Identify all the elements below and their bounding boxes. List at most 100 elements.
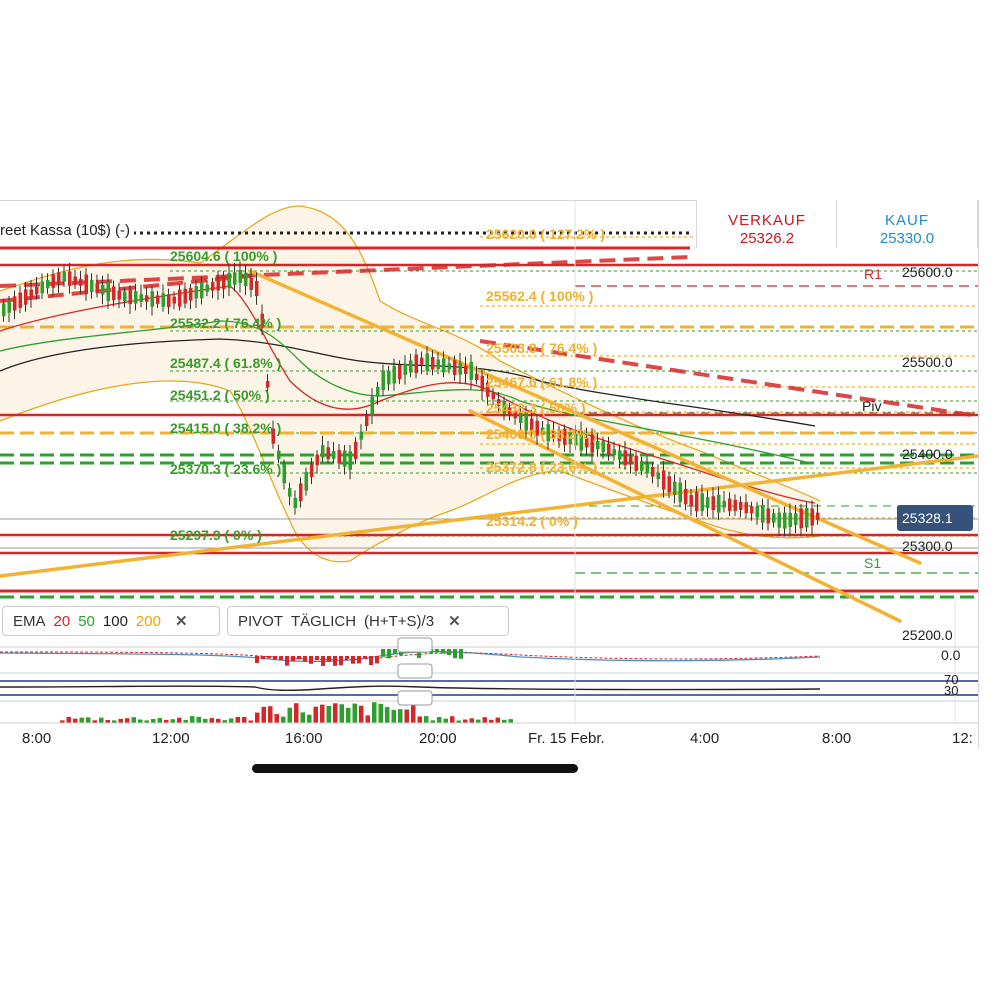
price-tick: 25600.0 (902, 264, 953, 280)
candle-body (733, 499, 737, 511)
candle-body (645, 464, 649, 474)
time-tick: 12: (952, 730, 973, 747)
volume-bar (372, 702, 377, 723)
sell-price: 25326.2 (739, 230, 795, 247)
time-tick: 16:00 (285, 730, 323, 747)
pivot-piv-label: Piv (862, 398, 882, 414)
volume-bar (404, 709, 409, 723)
volume-bar (73, 718, 78, 723)
candle-body (816, 512, 820, 520)
pivot-lines (575, 285, 978, 574)
candle-body (684, 488, 688, 505)
candle-body (343, 450, 347, 467)
buy-button[interactable]: KAUF 25330.0 (836, 200, 978, 248)
volume-bars (60, 702, 513, 723)
candle-body (574, 433, 578, 446)
candle-body (662, 470, 666, 490)
macd-histogram-bar (453, 649, 457, 659)
volume-bar (209, 718, 214, 723)
candle-body (546, 424, 550, 442)
candle-body (2, 303, 6, 317)
candle-body (640, 460, 644, 472)
macd-histogram-bar (441, 649, 445, 654)
macd-histogram-bar (291, 656, 295, 662)
candle-body (35, 286, 39, 295)
volume-bar (131, 717, 136, 723)
volume-bar (424, 716, 429, 723)
candle-body (420, 357, 424, 365)
volume-bar (105, 719, 110, 723)
home-indicator[interactable] (252, 764, 578, 773)
macd-histogram-bar (363, 656, 367, 659)
candle-body (447, 363, 451, 370)
volume-bar (307, 714, 312, 723)
candle-body (216, 278, 220, 291)
time-tick: 8:00 (822, 730, 852, 747)
candle-body (777, 512, 781, 528)
rsi-high-label: 70 (944, 672, 959, 687)
candle-body (211, 282, 215, 291)
candle-body (513, 410, 517, 419)
candle-body (453, 360, 457, 375)
candle-body (112, 286, 116, 301)
volume-bar (112, 720, 117, 723)
candle-body (194, 286, 198, 299)
volume-bar (281, 716, 286, 723)
candle-body (260, 313, 264, 327)
volume-bar (294, 703, 299, 723)
price-tick: 25200.0 (902, 627, 953, 643)
volume-bar (417, 716, 422, 723)
volume-bar (320, 704, 325, 723)
sell-button[interactable]: VERKAUF 25326.2 (696, 200, 837, 248)
macd-histogram-bar (321, 656, 325, 666)
candle-body (403, 363, 407, 375)
macd-histogram-bar (369, 656, 373, 666)
volume-bar (346, 707, 351, 723)
macd-panel (0, 646, 978, 666)
macd-histogram-bar (447, 649, 451, 656)
candle-body (95, 282, 99, 293)
ema-period-200: 200 (135, 612, 161, 630)
candle-body (277, 450, 281, 460)
price-chart[interactable] (0, 201, 978, 749)
candle-body (766, 508, 770, 524)
candle-body (618, 450, 622, 460)
rsi-low-label: 30 (944, 683, 959, 698)
pivot-period: TÄGLICH (291, 612, 357, 630)
volume-bar (157, 718, 162, 723)
volume-bar (313, 706, 318, 723)
candle-body (178, 289, 182, 307)
chart-frame[interactable] (0, 200, 979, 749)
candle-body (596, 440, 600, 450)
ema-indicator-chip[interactable]: EMA 20 50 100 200 ✕ (2, 606, 220, 636)
fib-right-label: 25314.2 ( 0% ) (486, 513, 578, 529)
volume-bar (482, 717, 487, 723)
candle-body (200, 282, 204, 299)
candle-body (18, 292, 22, 308)
candle-body (40, 281, 44, 294)
volume-bar (60, 720, 65, 723)
candle-body (183, 288, 187, 304)
fib-left-label: 25297.9 ( 0% ) (170, 527, 262, 543)
candle-body (810, 508, 814, 526)
close-icon[interactable]: ✕ (174, 613, 188, 630)
time-tick: 20:00 (419, 730, 457, 747)
candle-body (24, 289, 28, 305)
candle-body (62, 272, 66, 282)
candle-body (348, 451, 352, 470)
pivot-indicator-chip[interactable]: PIVOT TÄGLICH (H+T+S)/3 ✕ (227, 606, 509, 636)
candle-body (728, 498, 732, 512)
red-trendline-upper (0, 255, 691, 288)
macd-histogram-bar (303, 656, 307, 662)
candle-body (370, 396, 374, 416)
volume-bar (398, 709, 403, 723)
candle-body (123, 291, 127, 302)
close-icon[interactable]: ✕ (448, 613, 461, 630)
candle-body (134, 291, 138, 304)
candle-body (227, 272, 231, 289)
volume-bar (99, 717, 104, 723)
pivot-formula: (H+T+S)/3 (364, 612, 435, 630)
fib-right-label: 25562.4 ( 100% ) (486, 288, 594, 304)
volume-bar (300, 712, 305, 723)
